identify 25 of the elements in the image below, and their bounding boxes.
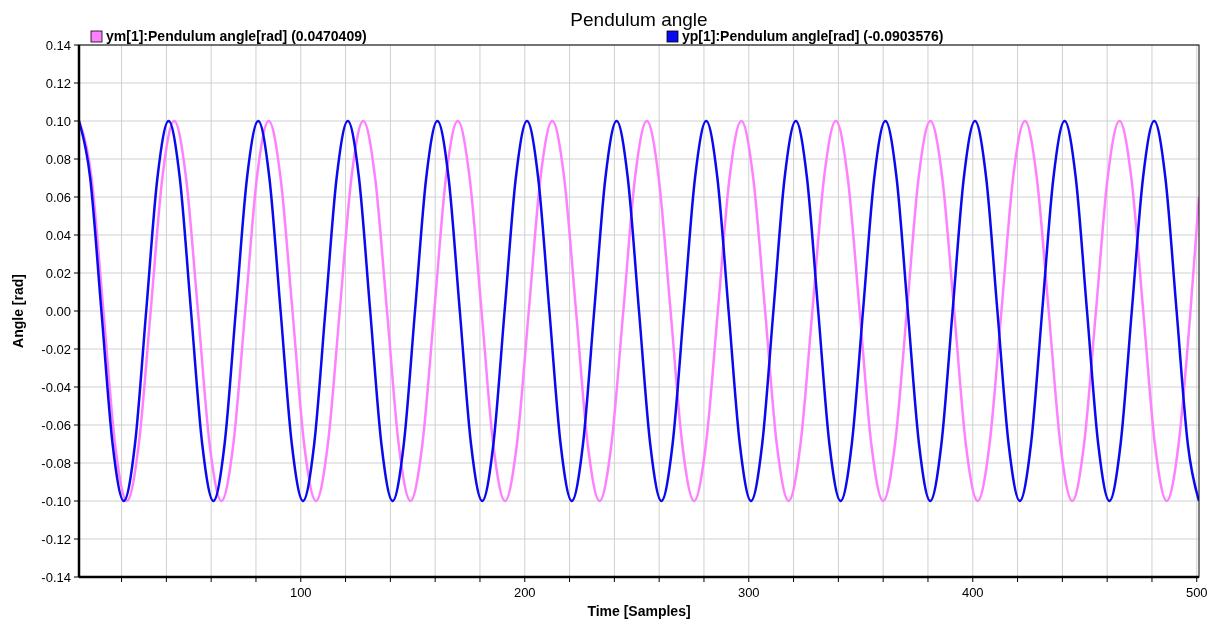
legend-label: ym[1]:Pendulum angle[rad] (0.0470409) [106,28,367,44]
y-tick-label: 0.14 [45,37,71,53]
y-tick-label: 0.06 [45,189,71,205]
y-tick-label: -0.08 [41,455,71,471]
y-tick-label: -0.14 [41,569,71,585]
x-tick-label: 400 [961,585,984,600]
y-tick-label: -0.02 [41,341,71,357]
y-tick-label: 0.10 [45,113,71,129]
y-tick-label: 0.12 [45,75,71,91]
y-tick-label: 0.02 [45,265,71,281]
x-tick-label: 500 [1185,585,1208,600]
y-tick-label: -0.06 [41,417,71,433]
x-tick-label: 100 [289,585,312,600]
y-axis-title: Angle [rad] [10,274,26,348]
y-tick-label: -0.10 [41,493,71,509]
y-tick-label: 0.04 [45,227,71,243]
x-axis-title: Time [Samples] [587,603,691,619]
y-tick-label: 0.00 [45,303,71,319]
x-tick-label: 200 [513,585,536,600]
y-tick-label: -0.12 [41,531,71,547]
line-series [79,119,1199,503]
y-tick-label: -0.04 [41,379,71,395]
x-tick-label: 300 [737,585,760,600]
y-tick-label: 0.08 [45,151,71,167]
chart-title: Pendulum angle [570,9,708,30]
